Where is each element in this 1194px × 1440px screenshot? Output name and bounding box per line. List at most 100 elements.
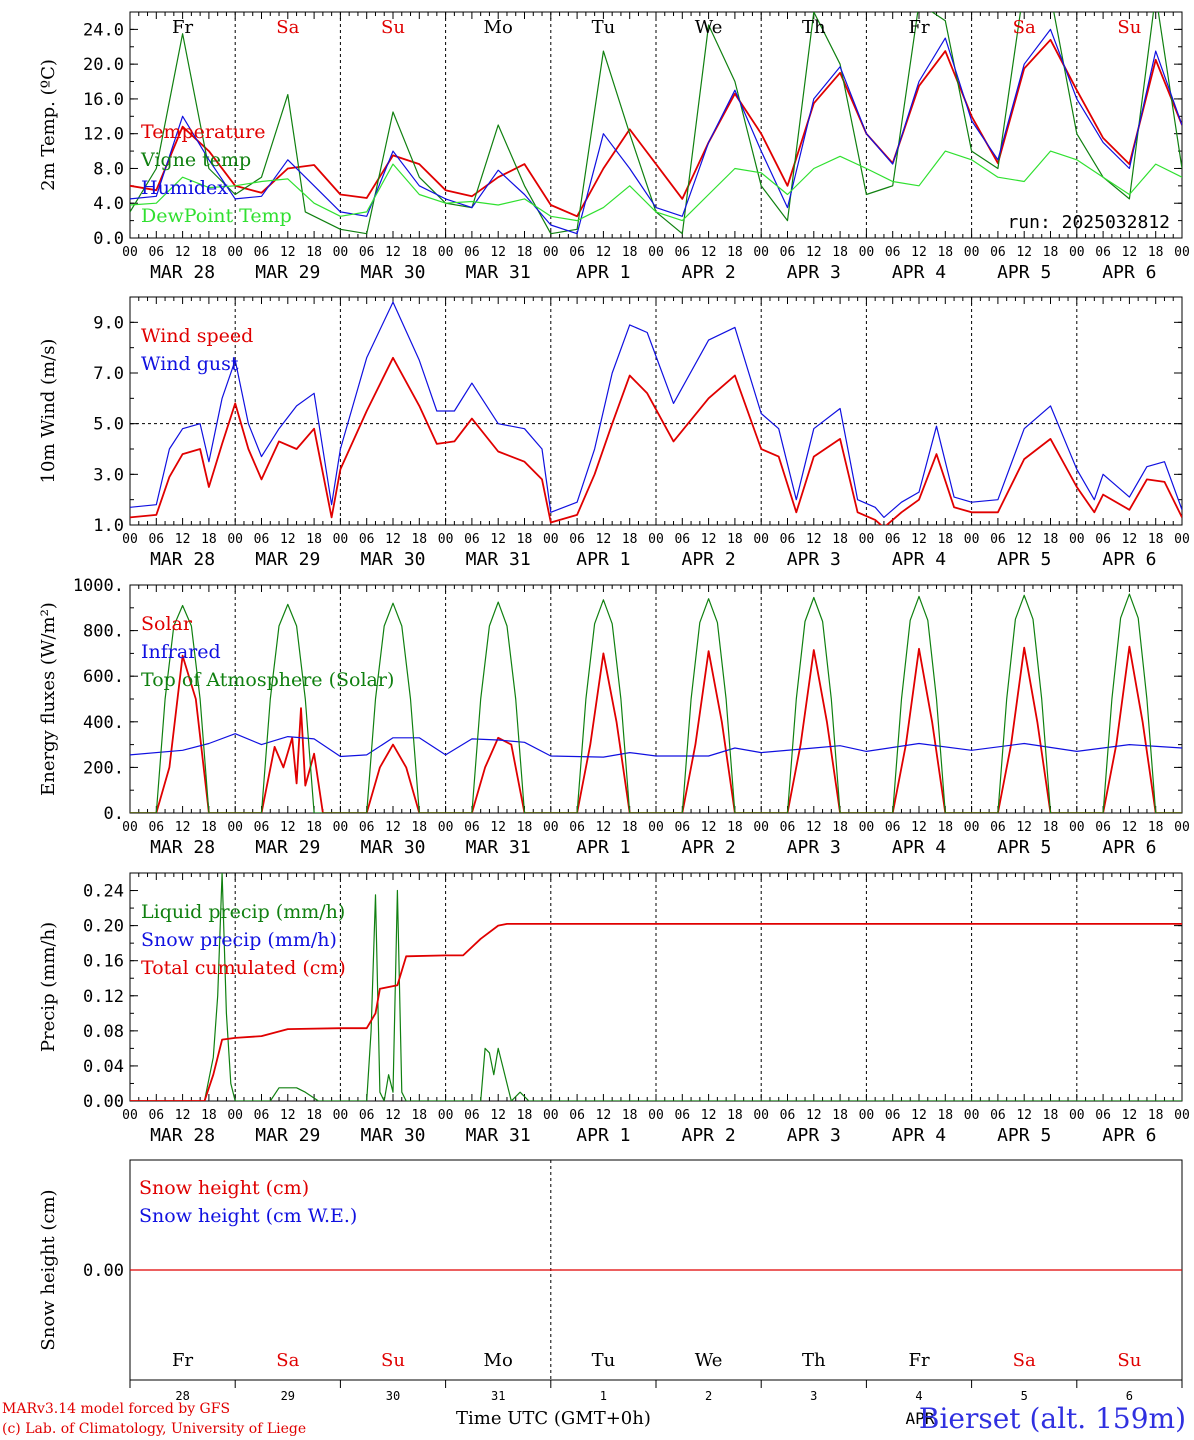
date-label: APR 5 xyxy=(997,1125,1051,1146)
series-solar xyxy=(130,645,1182,813)
hour-tick-label: 06 xyxy=(254,1108,270,1123)
hour-tick-label: 18 xyxy=(832,532,848,547)
hour-tick-label: 12 xyxy=(1016,1108,1032,1123)
bottom-day-number: 2 xyxy=(705,1389,712,1403)
hour-tick-label: 18 xyxy=(937,532,953,547)
y-axis-label: Snow height (cm) xyxy=(38,1189,59,1350)
hour-tick-label: 00 xyxy=(122,820,138,835)
hour-tick-label: 00 xyxy=(1069,1108,1085,1123)
date-label: MAR 28 xyxy=(150,262,215,283)
hour-tick-label: 00 xyxy=(333,245,349,260)
hour-tick-label: 12 xyxy=(596,820,612,835)
hour-tick-label: 18 xyxy=(727,245,743,260)
hour-tick-label: 18 xyxy=(1043,1108,1059,1123)
hour-tick-label: 18 xyxy=(306,1108,322,1123)
date-label: MAR 28 xyxy=(150,1125,215,1146)
day-of-week-label: Tu xyxy=(592,17,616,38)
hour-tick-label: 18 xyxy=(832,1108,848,1123)
hour-tick-label: 00 xyxy=(964,532,980,547)
hour-tick-label: 18 xyxy=(727,820,743,835)
hour-tick-label: 06 xyxy=(780,820,796,835)
hour-tick-label: 12 xyxy=(911,532,927,547)
legend-entry: Snow height (cm W.E.) xyxy=(139,1205,357,1227)
legend-entry: Infrared xyxy=(141,641,221,663)
legend-entry: Top of Atmosphere (Solar) xyxy=(141,669,394,691)
hour-tick-label: 18 xyxy=(727,532,743,547)
y-tick-label: 24.0 xyxy=(83,20,124,40)
date-label: APR 3 xyxy=(787,549,841,570)
hour-tick-label: 00 xyxy=(964,245,980,260)
panel-1: 00 06 12 18 00 06 12 18 00 06 12 18 00 06 12 18 00 06 12 18… xyxy=(38,11,1190,283)
hour-tick-label: 00 xyxy=(122,245,138,260)
hour-tick-label: 00 xyxy=(333,820,349,835)
hour-tick-label: 06 xyxy=(885,1108,901,1123)
series-temperature xyxy=(130,38,1182,218)
hour-tick-label: 18 xyxy=(306,532,322,547)
date-label: MAR 30 xyxy=(360,262,425,283)
bottom-day-number: 6 xyxy=(1126,1389,1133,1403)
hour-tick-label: 18 xyxy=(306,820,322,835)
hour-tick-label: 00 xyxy=(648,245,664,260)
legend-entry: Solar xyxy=(141,613,193,635)
date-label: MAR 29 xyxy=(255,549,320,570)
hour-tick-label: 00 xyxy=(227,532,243,547)
hour-tick-label: 12 xyxy=(911,245,927,260)
hour-tick-label: 12 xyxy=(175,245,191,260)
hour-tick-label: 12 xyxy=(1016,820,1032,835)
hour-tick-label: 00 xyxy=(1069,820,1085,835)
y-tick-label: 1.0 xyxy=(93,516,124,536)
day-of-week-label: Su xyxy=(381,17,405,38)
hour-tick-label: 00 xyxy=(543,820,559,835)
y-tick-label: 16.0 xyxy=(83,90,124,110)
hour-tick-label: 18 xyxy=(622,245,638,260)
hour-tick-label: 18 xyxy=(201,1108,217,1123)
bottom-day-label: Sa xyxy=(1013,1350,1036,1371)
x-axis-title: Time UTC (GMT+0h) xyxy=(456,1408,651,1429)
hour-tick-label: 12 xyxy=(1016,245,1032,260)
day-of-week-label: Mo xyxy=(484,17,513,38)
series-liquid-precip-mm-h xyxy=(130,873,1182,1101)
hour-tick-label: 00 xyxy=(438,532,454,547)
date-label: MAR 31 xyxy=(466,1125,531,1146)
bottom-day-number: 31 xyxy=(491,1389,505,1403)
hour-tick-label: 06 xyxy=(990,1108,1006,1123)
hour-tick-label: 06 xyxy=(464,820,480,835)
y-tick-label: 0.00 xyxy=(83,1261,124,1281)
hour-tick-label: 18 xyxy=(1043,820,1059,835)
hour-tick-label: 18 xyxy=(1148,1108,1164,1123)
hour-tick-label: 18 xyxy=(411,1108,427,1123)
hour-tick-label: 18 xyxy=(411,245,427,260)
bottom-day-label: Fr xyxy=(172,1350,193,1371)
date-label: APR 4 xyxy=(892,837,946,858)
day-of-week-label: Su xyxy=(1117,17,1141,38)
hour-tick-label: 12 xyxy=(1122,1108,1138,1123)
hour-tick-label: 06 xyxy=(148,532,164,547)
y-tick-label: 8.0 xyxy=(93,159,124,179)
y-tick-label: 0. xyxy=(104,804,124,824)
hour-tick-label: 12 xyxy=(911,820,927,835)
hour-tick-label: 18 xyxy=(1043,245,1059,260)
hour-tick-label: 00 xyxy=(753,1108,769,1123)
y-tick-label: 4.0 xyxy=(93,194,124,214)
date-label: MAR 28 xyxy=(150,837,215,858)
hour-tick-label: 18 xyxy=(306,245,322,260)
hour-tick-label: 06 xyxy=(254,245,270,260)
hour-tick-label: 00 xyxy=(1174,532,1190,547)
legend-entry: Wind speed xyxy=(141,325,253,347)
date-label: APR 5 xyxy=(997,262,1051,283)
bottom-day-label: Su xyxy=(1117,1350,1141,1371)
y-tick-label: 20.0 xyxy=(83,55,124,75)
hour-tick-label: 12 xyxy=(490,245,506,260)
bottom-day-number: 4 xyxy=(915,1389,922,1403)
hour-tick-label: 00 xyxy=(859,1108,875,1123)
hour-tick-label: 06 xyxy=(780,532,796,547)
hour-tick-label: 00 xyxy=(648,1108,664,1123)
date-label: APR 3 xyxy=(787,837,841,858)
hour-tick-label: 06 xyxy=(1095,245,1111,260)
hour-tick-label: 06 xyxy=(674,820,690,835)
date-label: APR 3 xyxy=(787,1125,841,1146)
date-label: APR 3 xyxy=(787,262,841,283)
hour-tick-label: 00 xyxy=(438,245,454,260)
legend-entry: Wind gust xyxy=(141,353,239,375)
hour-tick-label: 06 xyxy=(148,1108,164,1123)
